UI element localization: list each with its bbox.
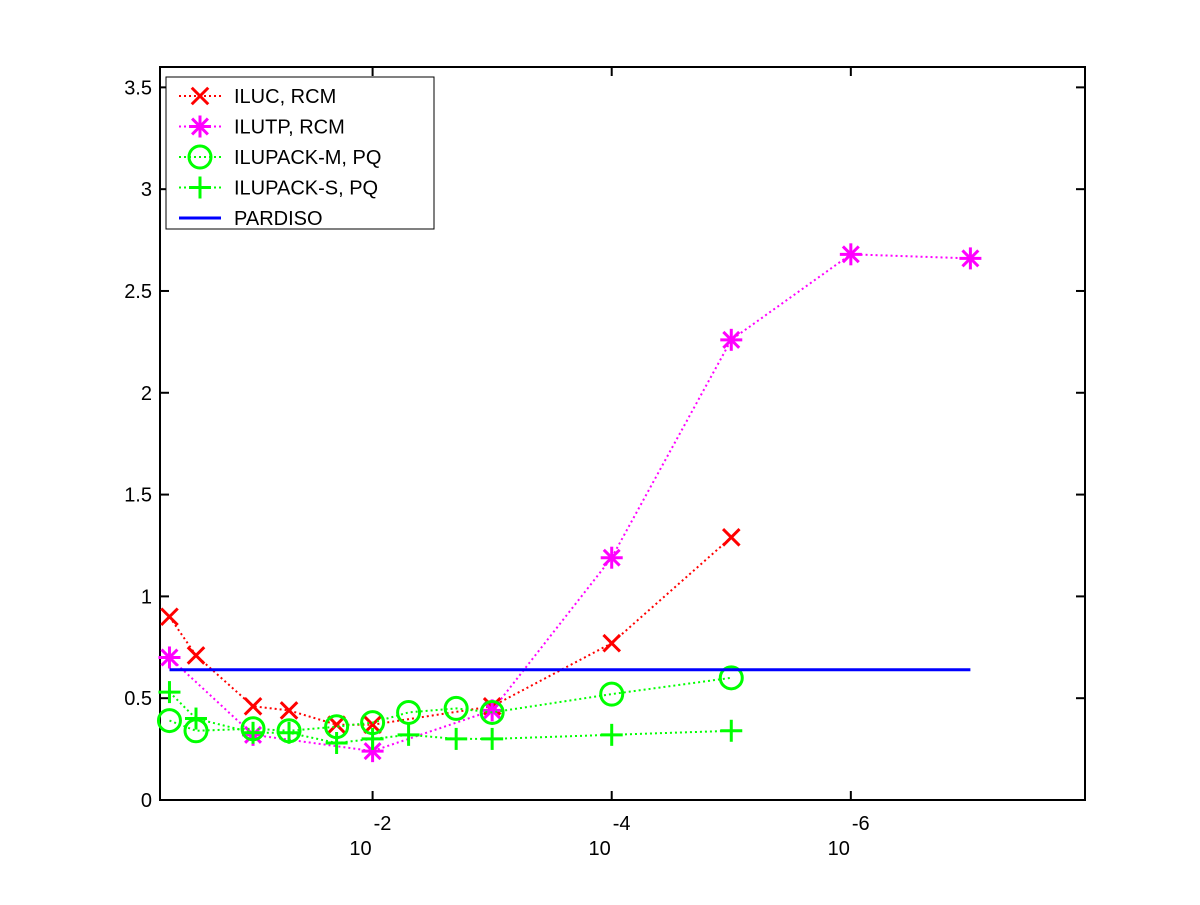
data-point	[602, 633, 622, 653]
y-tick-label: 2.5	[124, 281, 152, 303]
x-tick-label-exponent: -2	[374, 813, 392, 835]
series-line	[169, 676, 732, 732]
data-point	[443, 695, 469, 721]
data-point	[243, 697, 263, 716]
data-point	[959, 247, 982, 270]
legend-item: ILUC, RCM	[179, 86, 336, 108]
legend-label: ILUPACK-S, PQ	[234, 178, 378, 200]
legend-item: PARDISO	[179, 208, 323, 230]
legend-marker	[189, 176, 211, 199]
x-tick-label-base: 10	[588, 838, 610, 860]
data-point	[720, 328, 743, 351]
series-ilutp-rcm	[158, 243, 982, 763]
data-point	[396, 699, 422, 725]
series-line	[168, 536, 732, 726]
data-point	[839, 243, 862, 266]
plot-frame	[159, 66, 1086, 801]
legend-item: ILUPACK-S, PQ	[179, 176, 378, 200]
data-point	[361, 727, 384, 750]
axes-layer: 00.511.522.533.510-210-410-6	[124, 66, 1086, 860]
data-point	[325, 731, 348, 754]
data-point	[186, 646, 206, 665]
data-point	[242, 721, 265, 744]
data-point	[279, 701, 299, 720]
series-line	[168, 253, 971, 753]
legend-label: ILUC, RCM	[234, 86, 336, 108]
y-tick-label: 1.5	[124, 485, 152, 507]
data-point	[327, 715, 346, 734]
series-layer	[156, 243, 982, 763]
legend-label: PARDISO	[234, 208, 323, 230]
data-point	[363, 715, 382, 734]
data-point	[600, 723, 623, 746]
data-point	[479, 699, 505, 725]
y-tick-label: 0.5	[124, 688, 152, 710]
data-point	[599, 681, 625, 707]
x-tick-label-base: 10	[828, 838, 850, 860]
y-tick-label: 1	[141, 586, 152, 608]
data-point	[600, 546, 623, 569]
legend-item: ILUTP, RCM	[179, 115, 345, 139]
legend-label: ILUTP, RCM	[234, 117, 345, 139]
data-point	[721, 528, 741, 547]
legend-marker	[189, 115, 211, 138]
series-iluc-rcm	[160, 528, 741, 734]
series-line	[168, 691, 732, 745]
data-point	[720, 719, 743, 742]
legend-marker	[187, 144, 213, 170]
legend-item: ILUPACK-M, PQ	[179, 144, 381, 170]
y-tick-label: 3	[141, 179, 152, 201]
legend-marker	[190, 86, 210, 106]
x-tick-label-exponent: -6	[852, 813, 870, 835]
data-point	[481, 727, 504, 750]
data-point	[445, 727, 468, 750]
data-point	[158, 681, 181, 704]
data-point	[184, 707, 207, 730]
data-point	[718, 665, 744, 691]
legend: ILUC, RCM ILUTP, RCM ILUPACK-M, PQ ILUPACK-…	[165, 76, 435, 230]
data-point	[278, 721, 301, 744]
data-point	[397, 723, 420, 746]
x-tick-label-base: 10	[349, 838, 371, 860]
data-point	[481, 699, 504, 722]
data-point	[158, 646, 181, 669]
y-tick-label: 3.5	[124, 77, 152, 99]
data-point	[156, 708, 182, 734]
legend-label: ILUPACK-M, PQ	[234, 147, 381, 169]
y-tick-label: 2	[141, 383, 152, 405]
x-tick-label-exponent: -4	[613, 813, 631, 835]
y-tick-label: 0	[141, 790, 152, 812]
data-point	[160, 607, 179, 627]
series-ilupack-m-pq	[156, 665, 744, 744]
series-ilupack-s-pq	[158, 681, 743, 754]
